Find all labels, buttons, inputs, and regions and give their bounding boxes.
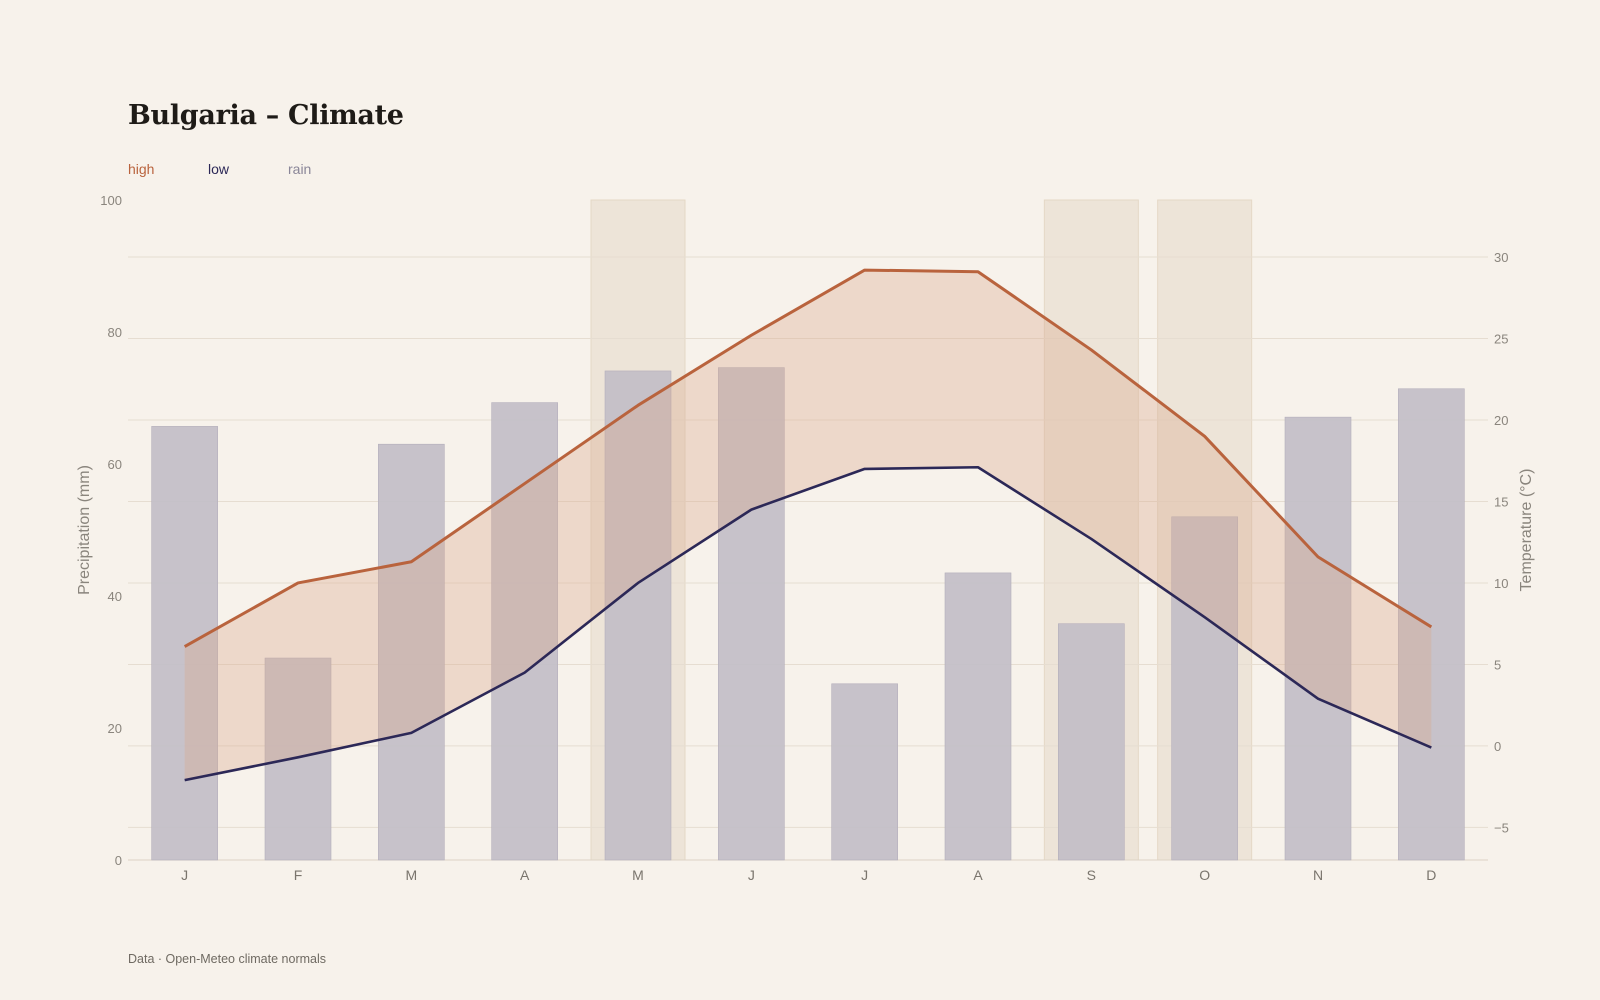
right-axis-tick: 5 — [1494, 657, 1501, 672]
month-label: F — [294, 867, 303, 883]
temperature-band — [184, 270, 1432, 781]
chart-title: Bulgaria – Climate — [128, 100, 404, 131]
rain-bar — [718, 367, 785, 861]
left-axis-tick: 100 — [100, 193, 122, 208]
left-axis-tick: 40 — [108, 589, 122, 604]
rain-bar — [831, 683, 898, 861]
right-axis-tick: 0 — [1494, 739, 1501, 754]
legend: high low rain — [128, 161, 311, 177]
rain-bar — [944, 572, 1012, 861]
right-axis-tick: 10 — [1494, 576, 1508, 591]
low-line — [184, 465, 1432, 782]
rain-bar — [378, 443, 445, 861]
left-axis-tick: 80 — [108, 325, 122, 340]
left-axis-tick: 20 — [108, 721, 122, 736]
legend-high: high — [128, 161, 155, 177]
month-label: J — [748, 867, 755, 883]
right-axis-title: Temperature (°C) — [1518, 469, 1535, 592]
legend-rain: rain — [288, 161, 312, 177]
right-axis-tick: 15 — [1494, 494, 1508, 509]
right-axis-tick: −5 — [1494, 820, 1509, 835]
left-axis-title: Precipitation (mm) — [76, 465, 93, 595]
month-label: D — [1426, 867, 1436, 883]
rain-bar — [1284, 416, 1352, 861]
month-label: M — [405, 867, 417, 883]
rain-bar — [604, 370, 672, 861]
month-label: S — [1087, 867, 1096, 883]
left-axis-tick: 60 — [108, 457, 122, 472]
high-line — [183, 268, 1433, 648]
right-axis-tick: 20 — [1494, 413, 1508, 428]
right-axis-tick: 25 — [1494, 332, 1508, 347]
source-note: Data · Open-Meteo climate normals — [128, 952, 326, 966]
month-label: A — [520, 867, 530, 883]
legend-low: low — [208, 161, 230, 177]
month-label: N — [1313, 867, 1323, 883]
month-label: A — [973, 867, 983, 883]
month-label: M — [632, 867, 644, 883]
month-label: J — [861, 867, 868, 883]
right-axis-tick: 30 — [1494, 250, 1508, 265]
rain-bar — [151, 426, 218, 861]
rain-bar — [1171, 516, 1238, 861]
left-axis-tick: 0 — [115, 853, 122, 868]
rain-bar — [491, 402, 558, 861]
rain-bar — [1398, 388, 1465, 861]
rain-bar — [264, 657, 332, 861]
rain-bar — [1058, 623, 1125, 861]
month-label: O — [1199, 867, 1210, 883]
month-label: J — [181, 867, 188, 883]
